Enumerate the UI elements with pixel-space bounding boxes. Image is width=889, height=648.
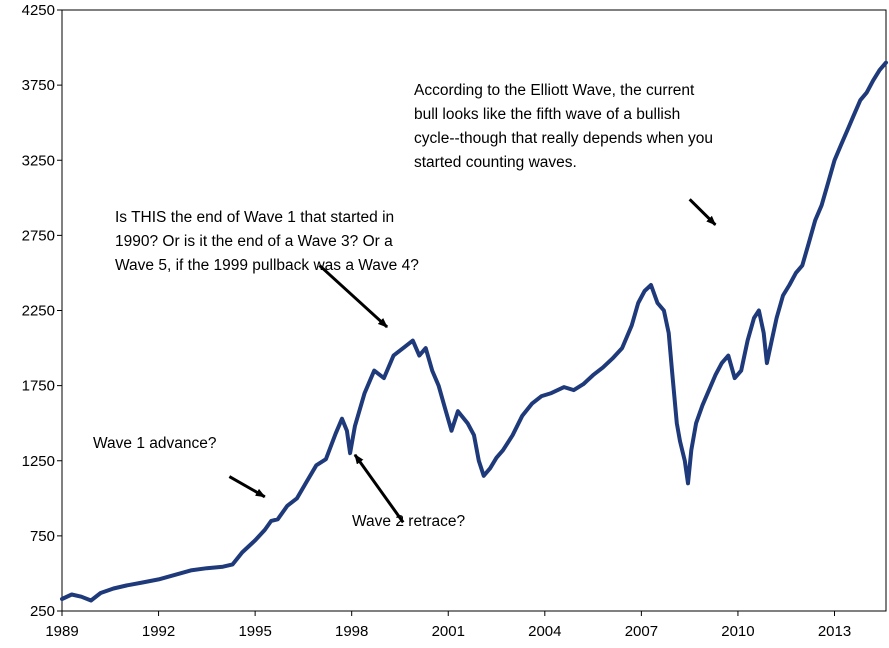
annotation-arrow <box>228 475 266 499</box>
annotation-line: Wave 1 advance? <box>93 435 217 452</box>
y-axis: 250 750 1250 1750 2250 2750 3250 3750 4250 <box>22 2 62 620</box>
annotation: According to the Elliott Wave, the curre… <box>414 82 717 226</box>
y-tick-label: 1750 <box>22 378 55 395</box>
annotation-line: cycle--though that really depends when y… <box>414 130 713 147</box>
annotation-text: Is THIS the end of Wave 1 that started i… <box>115 209 419 274</box>
x-tick-label: 1992 <box>142 623 175 640</box>
y-tick-label: 250 <box>30 603 55 620</box>
y-tick-label: 3250 <box>22 152 55 169</box>
series-line <box>60 60 888 603</box>
plot-border <box>61 9 887 612</box>
x-tick-label: 2004 <box>528 623 561 640</box>
y-tick-label: 2250 <box>22 303 55 320</box>
annotation-line: Wave 5, if the 1999 pullback was a Wave … <box>115 257 419 274</box>
annotation-line: Is THIS the end of Wave 1 that started i… <box>115 209 394 226</box>
plot-frame <box>61 9 887 612</box>
x-tick-label: 2001 <box>432 623 465 640</box>
x-tick-label: 1989 <box>45 623 78 640</box>
annotation-arrow <box>688 198 717 226</box>
x-tick-label: 2010 <box>721 623 754 640</box>
y-tick-label: 1250 <box>22 453 55 470</box>
annotation: Wave 1 advance? <box>93 435 266 499</box>
y-tick-label: 3750 <box>22 77 55 94</box>
annotation-line: 1990? Or is it the end of a Wave 3? Or a <box>115 233 393 250</box>
annotation-line: According to the Elliott Wave, the curre… <box>414 82 695 99</box>
x-tick-label: 2013 <box>818 623 851 640</box>
annotation: Is THIS the end of Wave 1 that started i… <box>115 209 419 329</box>
series-layer <box>60 60 888 603</box>
y-tick-label: 2750 <box>22 227 55 244</box>
x-axis: 1989 1992 1995 1998 2001 2004 2007 2010 2013 <box>45 611 851 640</box>
annotation-text: According to the Elliott Wave, the curre… <box>414 82 713 171</box>
annotation-arrow <box>353 453 405 524</box>
y-tick-label: 750 <box>30 528 55 545</box>
annotation: Wave 2 retrace? <box>352 453 466 530</box>
annotation-line: Wave 2 retrace? <box>352 513 466 530</box>
annotation-text: Wave 2 retrace? <box>352 513 466 530</box>
annotation-line: bull looks like the fifth wave of a bull… <box>414 106 680 123</box>
x-tick-label: 1995 <box>238 623 271 640</box>
annotation-arrow <box>318 264 389 329</box>
annotation-text: Wave 1 advance? <box>93 435 217 452</box>
annotation-layer: According to the Elliott Wave, the curre… <box>93 82 717 530</box>
y-tick-label: 4250 <box>22 2 55 19</box>
x-tick-label: 2007 <box>625 623 658 640</box>
annotation-line: started counting waves. <box>414 154 577 171</box>
x-tick-label: 1998 <box>335 623 368 640</box>
